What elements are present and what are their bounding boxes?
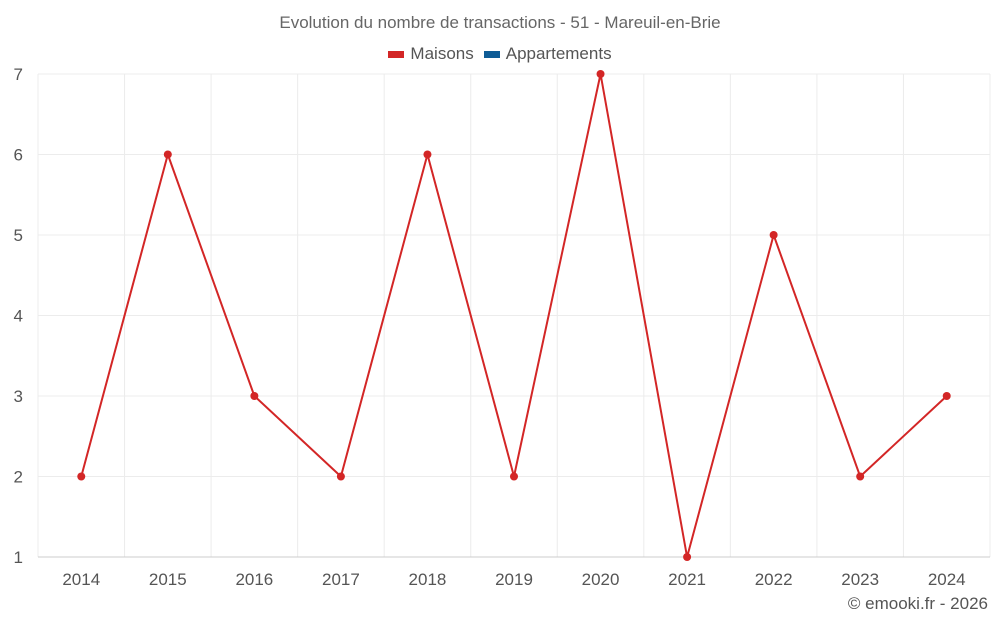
data-point (336, 472, 345, 481)
legend-swatch-appartements (483, 50, 500, 58)
x-tick-label: 2014 (62, 570, 100, 589)
legend-label-maisons: Maisons (410, 44, 474, 63)
x-tick-label: 2021 (668, 570, 706, 589)
y-tick-label: 4 (14, 307, 23, 326)
y-tick-label: 7 (14, 65, 23, 84)
x-tick-label: 2018 (409, 570, 447, 589)
legend-swatch-maisons (388, 50, 405, 58)
data-point (510, 472, 518, 481)
data-point (77, 472, 86, 481)
x-tick-label: 2015 (149, 570, 187, 589)
x-tick-label: 2017 (322, 570, 360, 589)
y-tick-label: 2 (14, 468, 23, 487)
x-tick-label: 2022 (755, 570, 793, 589)
y-tick-label: 5 (14, 226, 23, 245)
legend-label-appartements: Appartements (505, 44, 612, 63)
data-point (769, 231, 778, 239)
x-tick-label: 2023 (841, 570, 879, 589)
data-point (596, 70, 605, 78)
data-point (163, 150, 172, 159)
legend-item-appartements[interactable]: Appartements (483, 44, 612, 64)
data-point (683, 553, 692, 561)
data-point (942, 392, 951, 400)
data-point (423, 150, 432, 159)
x-tick-label: 2020 (582, 570, 620, 589)
x-tick-label: 2019 (495, 570, 533, 589)
y-tick-label: 6 (14, 146, 23, 165)
chart-legend: Maisons Appartements (0, 44, 1000, 64)
x-tick-label: 2016 (235, 570, 273, 589)
copyright-credit: © emooki.fr - 2026 (847, 594, 988, 613)
x-tick-label: 2024 (928, 570, 966, 589)
y-tick-label: 1 (14, 548, 23, 567)
y-tick-label: 3 (14, 387, 23, 406)
data-point (856, 472, 865, 481)
legend-item-maisons[interactable]: Maisons (388, 44, 474, 64)
data-point (250, 392, 259, 400)
chart-title: Evolution du nombre de transactions - 51… (279, 13, 721, 32)
